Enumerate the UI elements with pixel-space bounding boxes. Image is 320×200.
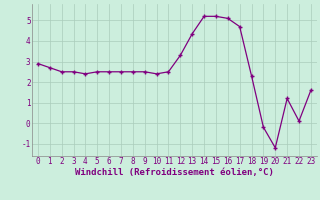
X-axis label: Windchill (Refroidissement éolien,°C): Windchill (Refroidissement éolien,°C) xyxy=(75,168,274,177)
